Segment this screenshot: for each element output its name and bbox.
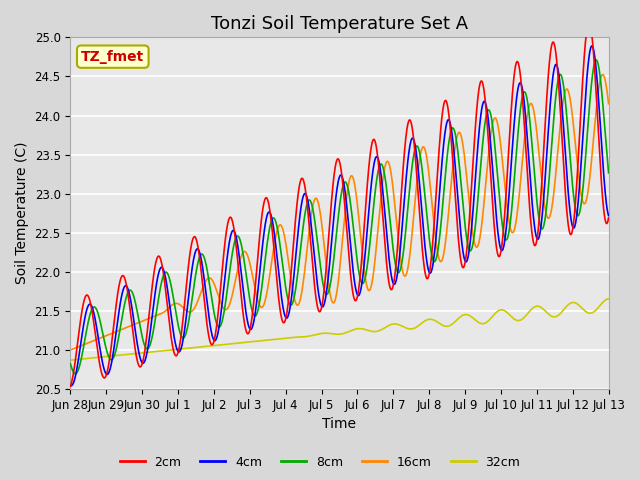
- Y-axis label: Soil Temperature (C): Soil Temperature (C): [15, 142, 29, 285]
- Legend: 2cm, 4cm, 8cm, 16cm, 32cm: 2cm, 4cm, 8cm, 16cm, 32cm: [115, 451, 525, 474]
- Title: Tonzi Soil Temperature Set A: Tonzi Soil Temperature Set A: [211, 15, 468, 33]
- Text: TZ_fmet: TZ_fmet: [81, 49, 145, 64]
- X-axis label: Time: Time: [323, 418, 356, 432]
